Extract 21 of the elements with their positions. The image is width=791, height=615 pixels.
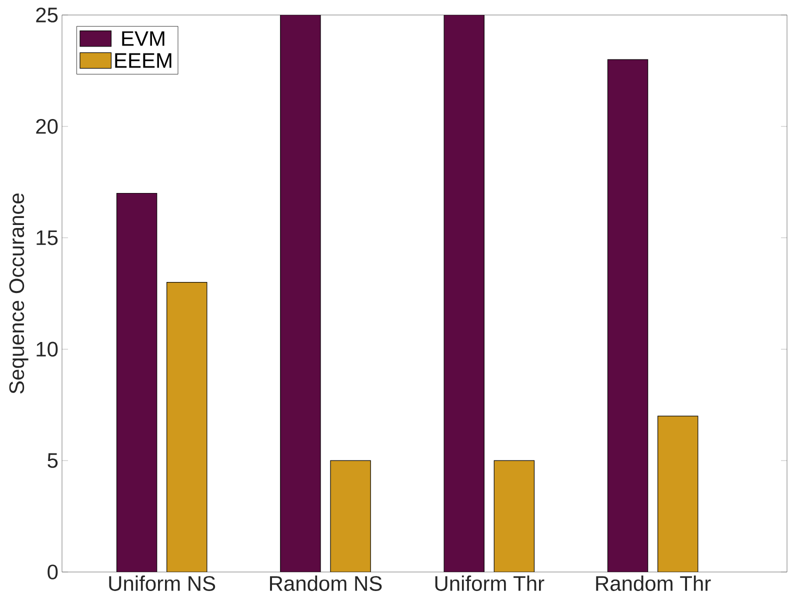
bar — [444, 14, 484, 572]
y-axis-title: Sequence Occurance — [9, 193, 28, 394]
y-tick-label: 15 — [36, 230, 58, 246]
bar — [280, 14, 321, 572]
y-tick-label: 5 — [48, 453, 58, 468]
bar — [658, 416, 698, 572]
y-tick-label: 20 — [36, 118, 58, 134]
bar — [166, 282, 208, 572]
y-tick-label: 25 — [36, 8, 58, 22]
x-tick-label: Random NS — [270, 576, 382, 591]
bar — [330, 460, 371, 572]
legend-label: EVM — [122, 31, 164, 46]
x-tick-label: Uniform NS — [109, 576, 216, 591]
y-tick-label: 10 — [36, 342, 58, 357]
bar — [116, 192, 158, 572]
bar — [494, 460, 535, 572]
legend-label: EEEM — [115, 53, 172, 68]
x-tick-label: Uniform Thr — [435, 576, 544, 591]
y-tick-label: 0 — [48, 564, 58, 580]
bar — [607, 59, 648, 572]
x-tick-label: Random Thr — [596, 576, 711, 591]
